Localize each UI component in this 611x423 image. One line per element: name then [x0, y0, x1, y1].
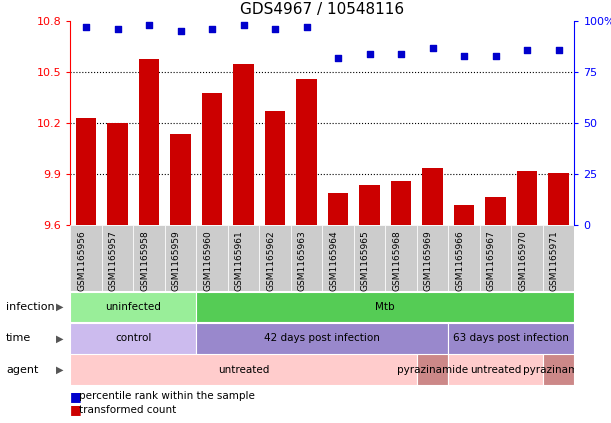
Text: GSM1165965: GSM1165965 [360, 231, 370, 291]
Text: GSM1165959: GSM1165959 [172, 231, 180, 291]
Text: ■: ■ [70, 390, 82, 403]
Bar [76, 118, 97, 225]
Bar [165, 225, 196, 291]
Bar [228, 225, 259, 291]
Text: GSM1165961: GSM1165961 [235, 231, 244, 291]
Point [81, 24, 91, 30]
Text: GSM1165960: GSM1165960 [203, 231, 212, 291]
Point [270, 26, 280, 33]
Point [207, 26, 217, 33]
Text: pyrazinamide: pyrazinamide [523, 365, 594, 375]
Bar [543, 354, 574, 385]
Bar [291, 225, 323, 291]
Bar [202, 93, 222, 225]
Bar [196, 292, 574, 322]
Point [333, 55, 343, 61]
Bar [259, 225, 291, 291]
Bar [448, 323, 574, 354]
Text: GSM1165963: GSM1165963 [298, 231, 307, 291]
Text: pyrazinamide: pyrazinamide [397, 365, 468, 375]
Bar [70, 354, 417, 385]
Text: GSM1165958: GSM1165958 [140, 231, 149, 291]
Bar [543, 225, 574, 291]
Bar [133, 225, 165, 291]
Text: untreated: untreated [218, 365, 269, 375]
Text: GSM1165968: GSM1165968 [392, 231, 401, 291]
Text: GSM1165956: GSM1165956 [77, 231, 86, 291]
Bar [323, 225, 354, 291]
Text: GSM1165962: GSM1165962 [266, 231, 275, 291]
Text: ■: ■ [70, 403, 82, 416]
Text: 63 days post infection: 63 days post infection [453, 333, 569, 343]
Text: GSM1165966: GSM1165966 [455, 231, 464, 291]
Bar [108, 124, 128, 225]
Bar [70, 323, 196, 354]
Text: GSM1165957: GSM1165957 [109, 231, 117, 291]
Text: GSM1165964: GSM1165964 [329, 231, 338, 291]
Bar [196, 225, 228, 291]
Point [396, 50, 406, 57]
Bar [485, 197, 506, 225]
Bar [391, 181, 411, 225]
Bar [386, 225, 417, 291]
Bar [296, 79, 316, 225]
Bar [422, 168, 443, 225]
Text: GSM1165969: GSM1165969 [423, 231, 433, 291]
Bar [359, 184, 380, 225]
Bar [265, 111, 285, 225]
Text: untreated: untreated [470, 365, 521, 375]
Text: agent: agent [6, 365, 38, 375]
Title: GDS4967 / 10548116: GDS4967 / 10548116 [240, 2, 404, 17]
Text: control: control [115, 333, 152, 343]
Point [491, 52, 500, 59]
Text: uninfected: uninfected [105, 302, 161, 312]
Bar [170, 134, 191, 225]
Bar [328, 193, 348, 225]
Point [302, 24, 312, 30]
Text: ▶: ▶ [56, 333, 64, 343]
Text: GSM1165970: GSM1165970 [518, 231, 527, 291]
Bar [448, 225, 480, 291]
Bar [517, 171, 537, 225]
Bar [354, 225, 386, 291]
Point [428, 44, 437, 51]
Bar [448, 354, 543, 385]
Point [522, 47, 532, 53]
Text: infection: infection [6, 302, 55, 312]
Text: GSM1165967: GSM1165967 [486, 231, 496, 291]
Bar [417, 225, 448, 291]
Bar [139, 59, 159, 225]
Text: transformed count: transformed count [79, 405, 177, 415]
Text: percentile rank within the sample: percentile rank within the sample [79, 391, 255, 401]
Bar [417, 354, 448, 385]
Bar [70, 225, 102, 291]
Text: time: time [6, 333, 31, 343]
Point [175, 28, 185, 35]
Point [365, 50, 375, 57]
Bar [454, 205, 474, 225]
Bar [511, 225, 543, 291]
Text: GSM1165971: GSM1165971 [549, 231, 558, 291]
Bar [70, 292, 196, 322]
Bar [548, 173, 569, 225]
Text: Mtb: Mtb [376, 302, 395, 312]
Text: 42 days post infection: 42 days post infection [265, 333, 380, 343]
Bar [102, 225, 133, 291]
Bar [233, 64, 254, 225]
Point [144, 22, 154, 29]
Point [554, 47, 563, 53]
Text: ▶: ▶ [56, 302, 64, 312]
Point [459, 52, 469, 59]
Bar [480, 225, 511, 291]
Text: ▶: ▶ [56, 365, 64, 375]
Point [112, 26, 122, 33]
Bar [196, 323, 448, 354]
Point [239, 22, 249, 29]
